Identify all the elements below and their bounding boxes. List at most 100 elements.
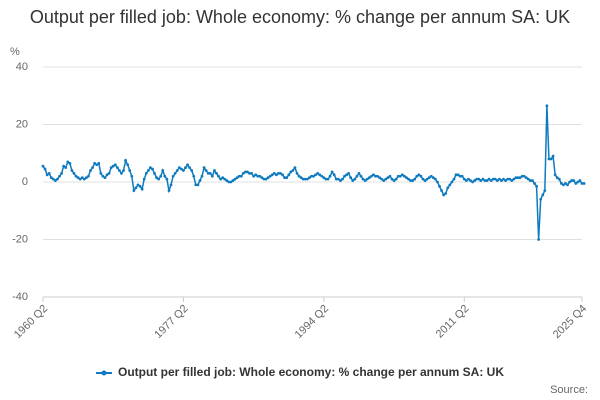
- data-point: [109, 166, 113, 170]
- data-point: [243, 170, 247, 174]
- data-point: [115, 166, 119, 170]
- data-point: [118, 169, 121, 172]
- data-point: [167, 189, 171, 193]
- data-point: [582, 182, 586, 185]
- data-point: [477, 177, 481, 181]
- data-point: [252, 174, 256, 178]
- data-point: [450, 180, 454, 184]
- data-point: [281, 173, 284, 177]
- y-tick-label: -40: [12, 291, 28, 303]
- data-point: [62, 164, 66, 168]
- data-point: [510, 179, 514, 182]
- data-point: [293, 166, 297, 170]
- data-point: [274, 173, 278, 177]
- data-point: [533, 182, 536, 185]
- data-point: [248, 171, 251, 175]
- data-point: [105, 173, 109, 177]
- data-point: [186, 163, 189, 167]
- data-point: [485, 179, 489, 182]
- data-point: [415, 174, 419, 178]
- source: Source:: [550, 384, 588, 396]
- data-point: [297, 174, 301, 178]
- data-point: [268, 174, 272, 178]
- data-point: [157, 177, 161, 181]
- data-point: [343, 174, 346, 178]
- data-point: [303, 177, 307, 181]
- data-point: [225, 179, 229, 182]
- data-point: [258, 174, 262, 178]
- data-point: [215, 171, 218, 175]
- data-point: [524, 176, 528, 180]
- data-point: [462, 177, 466, 181]
- data-point: [289, 170, 293, 174]
- data-point: [334, 177, 338, 181]
- data-point: [367, 176, 371, 180]
- data-point: [113, 163, 117, 167]
- data-point: [219, 177, 223, 181]
- data-point: [270, 173, 274, 177]
- data-point: [394, 177, 398, 181]
- data-point: [47, 171, 51, 175]
- data-point: [239, 174, 243, 178]
- data-point: [60, 171, 63, 175]
- data-point: [489, 179, 493, 182]
- data-point: [353, 177, 357, 181]
- data-point: [256, 174, 260, 178]
- data-point: [194, 183, 198, 187]
- data-point: [495, 179, 499, 182]
- data-point: [413, 177, 417, 181]
- y-tick-label: 40: [16, 61, 28, 73]
- data-point: [491, 177, 495, 181]
- data-point: [374, 174, 377, 178]
- data-point: [518, 176, 522, 180]
- data-point: [338, 179, 342, 182]
- data-point: [411, 179, 415, 182]
- data-point: [473, 179, 477, 182]
- data-point: [246, 170, 249, 174]
- data-point: [469, 179, 472, 182]
- data-point: [235, 176, 239, 180]
- data-point: [301, 177, 305, 181]
- data-point: [562, 183, 565, 187]
- data-point: [497, 177, 501, 181]
- data-point: [254, 173, 258, 177]
- data-point: [229, 180, 233, 184]
- data-point: [405, 176, 408, 180]
- data-point: [190, 169, 194, 172]
- data-point: [68, 161, 72, 165]
- data-point: [312, 174, 315, 178]
- data-point: [140, 187, 144, 191]
- data-point: [386, 176, 390, 180]
- data-point: [557, 177, 561, 181]
- data-point: [128, 169, 132, 172]
- data-point: [324, 177, 328, 181]
- data-point: [196, 183, 200, 187]
- data-point: [349, 176, 353, 180]
- data-point: [266, 176, 270, 180]
- data-point: [407, 177, 410, 181]
- data-point: [402, 174, 406, 178]
- chart-title: Output per filled job: Whole economy: % …: [29, 7, 571, 27]
- data-point: [514, 176, 518, 180]
- data-point: [361, 177, 365, 181]
- data-point: [136, 183, 140, 187]
- data-point: [70, 169, 74, 172]
- data-point: [287, 173, 291, 177]
- data-point: [107, 171, 111, 175]
- legend-label: Output per filled job: Whole economy: % …: [118, 365, 504, 379]
- y-axis-label: %: [10, 46, 20, 58]
- data-point: [144, 171, 148, 175]
- data-point: [365, 177, 369, 181]
- data-point: [427, 176, 431, 180]
- data-point: [448, 183, 452, 187]
- data-point: [177, 166, 181, 170]
- data-point: [438, 184, 441, 188]
- data-point: [336, 177, 340, 181]
- data-point: [148, 166, 152, 170]
- data-point: [285, 176, 289, 180]
- data-point: [103, 176, 107, 180]
- data-point: [231, 179, 235, 182]
- data-point: [91, 166, 94, 170]
